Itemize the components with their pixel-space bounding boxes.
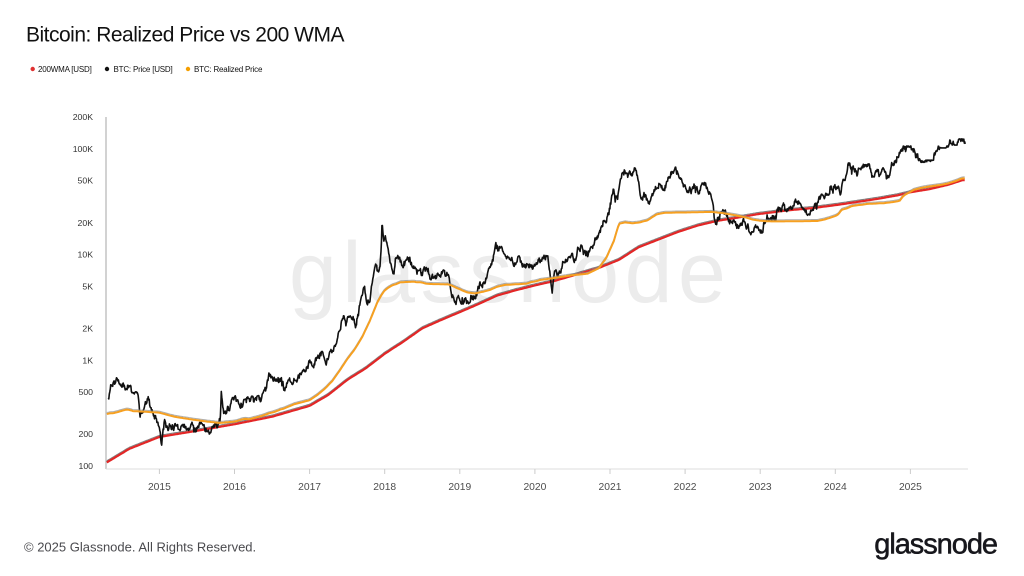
svg-text:100K: 100K xyxy=(73,144,93,154)
svg-text:BTC: Realized Price: BTC: Realized Price xyxy=(194,65,263,74)
svg-text:2017: 2017 xyxy=(298,482,321,493)
svg-text:2016: 2016 xyxy=(223,482,246,493)
svg-text:2025: 2025 xyxy=(899,482,922,493)
svg-text:1K: 1K xyxy=(82,355,93,365)
svg-text:BTC: Price [USD]: BTC: Price [USD] xyxy=(114,65,173,74)
svg-text:2018: 2018 xyxy=(373,482,396,493)
svg-text:Bitcoin: Realized Price vs 200: Bitcoin: Realized Price vs 200 WMA xyxy=(26,23,344,46)
svg-text:100: 100 xyxy=(79,461,94,471)
svg-text:10K: 10K xyxy=(78,250,94,260)
svg-text:© 2025 Glassnode. All Rights R: © 2025 Glassnode. All Rights Reserved. xyxy=(24,540,256,555)
svg-text:2K: 2K xyxy=(82,324,93,334)
svg-text:glassnode: glassnode xyxy=(874,529,997,561)
svg-text:2021: 2021 xyxy=(599,482,622,493)
svg-text:200: 200 xyxy=(79,429,94,439)
svg-text:2020: 2020 xyxy=(523,482,546,493)
svg-text:2024: 2024 xyxy=(824,482,847,493)
svg-text:50K: 50K xyxy=(78,176,94,186)
svg-text:200K: 200K xyxy=(73,112,93,122)
svg-text:2015: 2015 xyxy=(148,482,171,493)
svg-text:2019: 2019 xyxy=(448,482,471,493)
svg-text:20K: 20K xyxy=(78,218,94,228)
svg-text:5K: 5K xyxy=(82,281,93,291)
svg-text:500: 500 xyxy=(79,387,94,397)
svg-text:200WMA [USD]: 200WMA [USD] xyxy=(38,65,92,74)
svg-text:2023: 2023 xyxy=(749,482,772,493)
svg-text:2022: 2022 xyxy=(674,482,697,493)
svg-text:glassnode: glassnode xyxy=(289,225,731,321)
